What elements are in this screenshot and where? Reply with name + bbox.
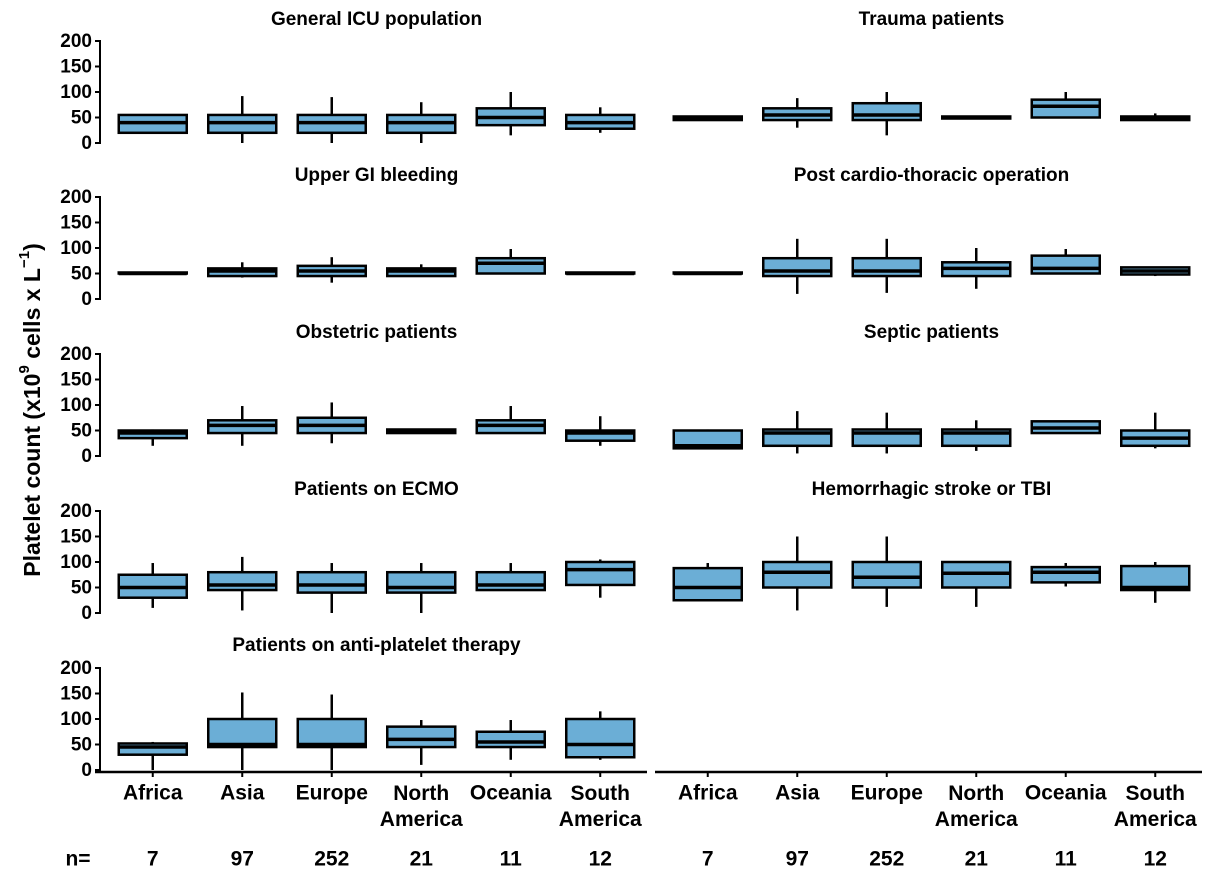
y-tick-label: 100	[60, 82, 92, 103]
n-count: 252	[869, 848, 904, 871]
box	[565, 429, 636, 442]
x-tick-label: North America	[380, 782, 463, 831]
panel-title: Patients on anti-platelet therapy	[232, 635, 521, 656]
x-tick-label: South America	[559, 782, 642, 831]
x-tick-label-line: America	[380, 808, 463, 831]
y-tick-label: 100	[60, 395, 92, 416]
box	[851, 256, 922, 278]
box	[475, 256, 546, 275]
box	[386, 570, 457, 594]
x-tick-label: Europe	[851, 782, 923, 805]
box	[296, 717, 367, 749]
n-count: 21	[410, 848, 434, 871]
panel-title: Hemorrhagic stroke or TBI	[812, 479, 1052, 500]
y-tick-label: 0	[81, 446, 92, 467]
y-tick-label: 0	[81, 289, 92, 310]
x-tick-label: Asia	[220, 782, 265, 805]
x-tick-label: Oceania	[1025, 782, 1107, 805]
n-count: 97	[786, 848, 809, 871]
panel-title: Obstetric patients	[296, 322, 458, 343]
panel-title: Post cardio-thoracic operation	[794, 165, 1070, 186]
x-tick-label: South America	[1114, 782, 1197, 831]
y-tick-label: 200	[60, 31, 92, 52]
n-count: 7	[702, 848, 714, 871]
box	[386, 725, 457, 749]
box	[1030, 565, 1101, 584]
box	[851, 101, 922, 122]
y-tick-label: 50	[71, 421, 92, 442]
y-tick-label: 50	[71, 264, 92, 285]
box	[117, 742, 188, 756]
x-tick-label-line: America	[559, 808, 642, 831]
y-tick-label: 200	[60, 501, 92, 522]
box	[672, 429, 743, 450]
y-label-part: )	[19, 243, 45, 251]
y-tick-label: 0	[81, 603, 92, 624]
n-count: 11	[1055, 848, 1078, 871]
y-axis-title: Platelet count (x109 cells x L−1)	[16, 243, 45, 577]
panel-title: Patients on ECMO	[294, 479, 459, 500]
y-tick-label: 100	[60, 552, 92, 573]
panel-title: General ICU population	[271, 9, 482, 30]
n-count: 97	[231, 848, 254, 871]
box	[296, 570, 367, 594]
x-tick-label: North America	[935, 782, 1018, 831]
y-label-part: 9	[16, 365, 33, 373]
x-tick-label: Africa	[678, 782, 738, 805]
y-label-part: cells x L	[19, 268, 45, 365]
box	[207, 570, 278, 592]
x-tick-label-line: America	[1114, 808, 1197, 831]
box	[851, 560, 922, 589]
box	[475, 730, 546, 749]
y-tick-label: 50	[71, 578, 92, 599]
box	[1030, 98, 1101, 119]
y-tick-label: 50	[71, 735, 92, 756]
y-tick-label: 50	[71, 108, 92, 129]
box	[1030, 254, 1101, 275]
box	[762, 256, 833, 278]
box	[565, 560, 636, 587]
n-count: 11	[500, 848, 523, 871]
n-count: 21	[965, 848, 989, 871]
x-tick-label: Europe	[296, 782, 368, 805]
x-tick-label-line: South	[1126, 782, 1185, 805]
x-tick-label-line: North	[393, 782, 449, 805]
n-count: 252	[314, 848, 349, 871]
n-count: 12	[1144, 848, 1167, 871]
y-tick-label: 150	[60, 684, 92, 705]
x-tick-label: Africa	[123, 782, 183, 805]
x-tick-label-line: South	[571, 782, 630, 805]
y-tick-label: 150	[60, 213, 92, 234]
panel-title: Septic patients	[864, 322, 999, 343]
n-count: 7	[147, 848, 159, 871]
panel-title: Upper GI bleeding	[295, 165, 459, 186]
x-tick-label: Asia	[775, 782, 820, 805]
y-tick-label: 100	[60, 709, 92, 730]
n-label: n=	[65, 848, 90, 871]
box	[762, 560, 833, 589]
y-label-part: Platelet count (x10	[19, 374, 45, 577]
y-tick-label: 0	[81, 133, 92, 154]
box	[475, 570, 546, 592]
box	[672, 566, 743, 602]
x-tick-label-line: America	[935, 808, 1018, 831]
y-tick-label: 150	[60, 57, 92, 78]
panel-title: Trauma patients	[859, 9, 1005, 30]
box	[1120, 564, 1191, 592]
y-tick-label: 150	[60, 370, 92, 391]
y-tick-label: 0	[81, 760, 92, 781]
n-count: 12	[589, 848, 612, 871]
y-tick-label: 200	[60, 344, 92, 365]
y-label-part: −1	[16, 251, 33, 268]
y-tick-label: 150	[60, 527, 92, 548]
x-tick-label: Oceania	[470, 782, 552, 805]
x-tick-label-line: North	[948, 782, 1004, 805]
y-tick-label: 200	[60, 658, 92, 679]
y-tick-label: 200	[60, 187, 92, 208]
box	[565, 717, 636, 759]
y-tick-label: 100	[60, 238, 92, 259]
box	[207, 717, 278, 749]
